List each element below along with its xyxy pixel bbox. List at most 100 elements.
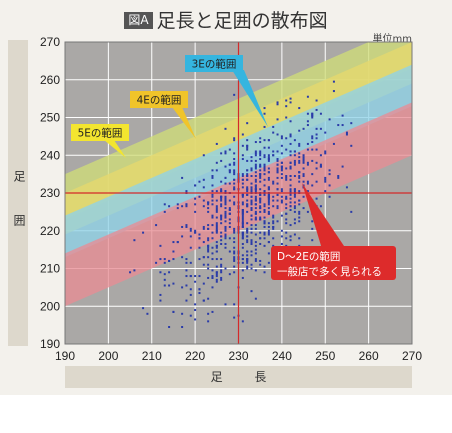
data-point	[220, 159, 223, 162]
data-point	[233, 256, 236, 259]
data-point	[241, 276, 244, 279]
data-point	[228, 222, 231, 225]
data-point	[133, 239, 136, 242]
data-point	[241, 186, 244, 189]
data-point	[202, 186, 205, 189]
data-point	[280, 199, 283, 202]
data-point	[324, 131, 327, 134]
data-point	[250, 188, 253, 191]
data-point	[233, 252, 236, 255]
data-point	[259, 207, 262, 210]
data-point	[259, 210, 262, 213]
data-point	[259, 259, 262, 262]
data-point	[259, 199, 262, 202]
data-point	[185, 224, 188, 227]
data-point	[211, 195, 214, 198]
data-point	[185, 225, 188, 228]
data-point	[285, 244, 288, 247]
data-point	[198, 292, 201, 295]
data-point	[163, 203, 166, 206]
data-point	[250, 263, 253, 266]
data-point	[263, 233, 266, 236]
y-tick-label: 270	[40, 35, 60, 49]
data-point	[280, 173, 283, 176]
data-point	[293, 190, 296, 193]
data-point	[233, 227, 236, 230]
data-point	[280, 190, 283, 193]
data-point	[267, 199, 270, 202]
data-point	[298, 171, 301, 174]
x-axis-label: 足 長	[210, 370, 281, 384]
data-point	[220, 242, 223, 245]
data-point	[306, 124, 309, 127]
data-point	[224, 303, 227, 306]
data-point	[298, 176, 301, 179]
data-point	[241, 269, 244, 272]
data-point	[259, 169, 262, 172]
data-point	[241, 182, 244, 185]
x-tick-label: 260	[359, 349, 379, 363]
data-point	[259, 141, 262, 144]
data-point	[293, 188, 296, 191]
data-point	[254, 159, 257, 162]
data-point	[215, 190, 218, 193]
data-point	[319, 127, 322, 130]
data-point	[211, 184, 214, 187]
data-point	[233, 259, 236, 262]
data-point	[198, 195, 201, 198]
data-point	[185, 258, 188, 261]
data-point	[202, 227, 205, 230]
data-point	[250, 239, 253, 242]
data-point	[272, 214, 275, 217]
data-point	[276, 159, 279, 162]
data-point	[220, 214, 223, 217]
band-label-5e-box	[71, 124, 129, 141]
data-point	[293, 193, 296, 196]
data-point	[159, 258, 162, 261]
data-point	[224, 165, 227, 168]
data-point	[289, 190, 292, 193]
data-point	[224, 267, 227, 270]
data-point	[272, 227, 275, 230]
data-point	[215, 258, 218, 261]
data-point	[259, 152, 262, 155]
data-point	[211, 169, 214, 172]
data-point	[215, 275, 218, 278]
data-point	[241, 208, 244, 211]
data-point	[233, 158, 236, 161]
data-point	[246, 222, 249, 225]
data-point	[146, 312, 149, 315]
data-point	[220, 231, 223, 234]
data-point	[172, 310, 175, 313]
data-point	[250, 242, 253, 245]
data-point	[280, 201, 283, 204]
band-label-5e: 5Eの範囲	[71, 124, 129, 158]
data-point	[319, 154, 322, 157]
data-point	[259, 188, 262, 191]
data-point	[263, 173, 266, 176]
data-point	[337, 175, 340, 178]
data-point	[272, 205, 275, 208]
data-point	[224, 199, 227, 202]
x-tick-label: 230	[228, 349, 248, 363]
data-point	[220, 216, 223, 219]
data-point	[207, 250, 210, 253]
data-point	[298, 216, 301, 219]
data-point	[220, 258, 223, 261]
data-point	[350, 210, 353, 213]
data-point	[246, 205, 249, 208]
data-point	[289, 208, 292, 211]
data-point	[233, 161, 236, 164]
data-point	[159, 271, 162, 274]
data-point	[254, 154, 257, 157]
band-label-d2e-line1: D〜2Eの範囲	[277, 250, 340, 263]
data-point	[276, 133, 279, 136]
data-point	[220, 195, 223, 198]
data-point	[224, 150, 227, 153]
data-point	[254, 175, 257, 178]
data-point	[289, 135, 292, 138]
data-point	[228, 273, 231, 276]
data-point	[246, 186, 249, 189]
data-point	[215, 250, 218, 253]
data-point	[220, 271, 223, 274]
